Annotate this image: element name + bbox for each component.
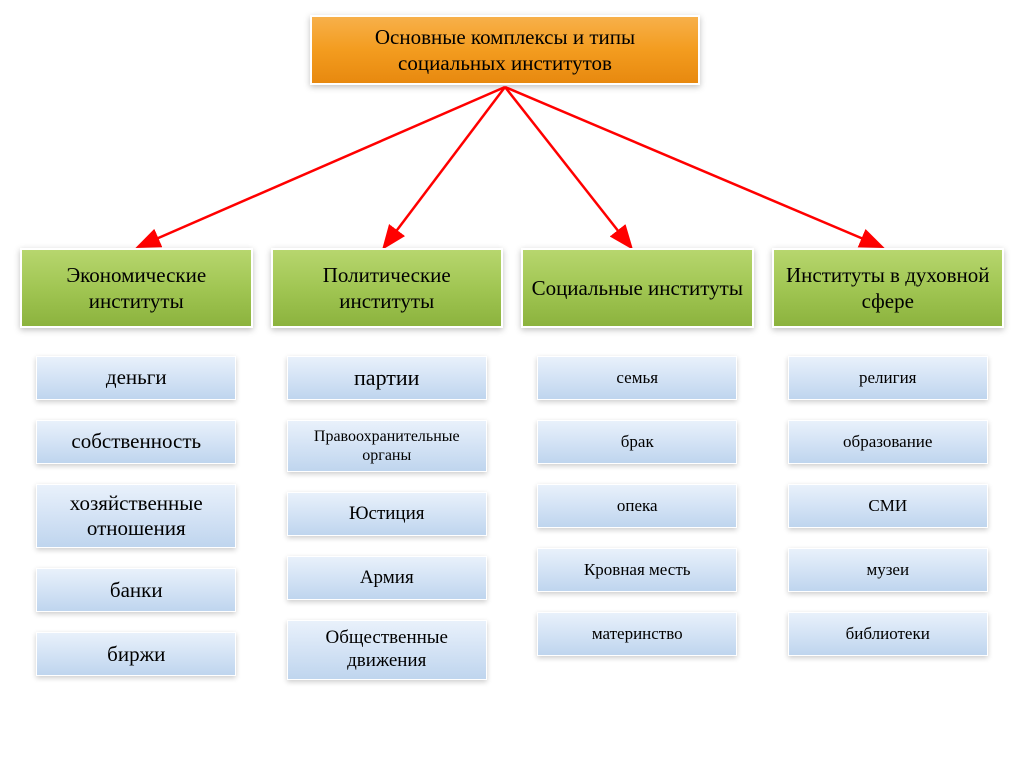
columns-container: Экономические институты деньги собственн… <box>20 248 1004 700</box>
list-item: музеи <box>788 548 988 592</box>
list-item: образование <box>788 420 988 464</box>
arrow-2 <box>505 87 630 246</box>
category-header: Политические институты <box>271 248 504 328</box>
list-item: Правоохранительные органы <box>287 420 487 472</box>
list-item: материнство <box>537 612 737 656</box>
list-item: банки <box>36 568 236 612</box>
arrow-1 <box>385 87 505 246</box>
list-item: хозяйственные отношения <box>36 484 236 548</box>
list-item: Общественные движения <box>287 620 487 680</box>
list-item: религия <box>788 356 988 400</box>
list-item: СМИ <box>788 484 988 528</box>
category-header: Социальные институты <box>521 248 754 328</box>
list-item: библиотеки <box>788 612 988 656</box>
arrow-3 <box>505 87 880 246</box>
category-header: Экономические институты <box>20 248 253 328</box>
list-item: Армия <box>287 556 487 600</box>
column-political: Политические институты партии Правоохран… <box>271 248 504 700</box>
column-spiritual: Институты в духовной сфере религия образ… <box>772 248 1005 700</box>
list-item: деньги <box>36 356 236 400</box>
list-item: партии <box>287 356 487 400</box>
list-item: Кровная месть <box>537 548 737 592</box>
column-economic: Экономические институты деньги собственн… <box>20 248 253 700</box>
list-item: брак <box>537 420 737 464</box>
list-item: собственность <box>36 420 236 464</box>
root-node: Основные комплексы и типы социальных инс… <box>310 15 700 85</box>
list-item: Юстиция <box>287 492 487 536</box>
column-social: Социальные институты семья брак опека Кр… <box>521 248 754 700</box>
list-item: опека <box>537 484 737 528</box>
list-item: биржи <box>36 632 236 676</box>
category-header: Институты в духовной сфере <box>772 248 1005 328</box>
list-item: семья <box>537 356 737 400</box>
arrow-0 <box>140 87 505 246</box>
